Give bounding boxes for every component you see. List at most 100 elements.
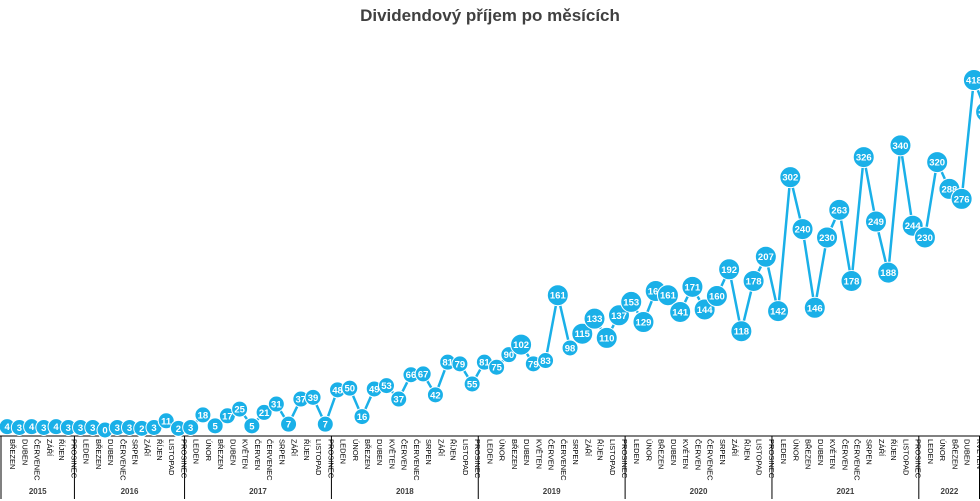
month-tick-label: DUBEN (20, 439, 29, 465)
data-label: 153 (623, 297, 639, 308)
data-label: 142 (770, 307, 786, 318)
data-label: 3 (115, 423, 120, 434)
month-tick-label: ZÁŘÍ (45, 439, 54, 457)
data-point (632, 311, 655, 333)
data-label: 66 (406, 370, 417, 381)
month-tick-label: ZÁŘÍ (436, 439, 445, 457)
month-tick-label: KVĚTEN (828, 439, 837, 469)
data-label: 16 (357, 412, 368, 423)
data-label: 67 (418, 369, 429, 380)
data-point (913, 226, 936, 249)
data-label: 0 (102, 426, 107, 437)
data-label: 11 (161, 416, 172, 427)
data-label: 340 (893, 141, 909, 152)
data-label: 141 (672, 307, 689, 318)
data-point (561, 339, 579, 357)
data-point (950, 187, 973, 210)
month-tick-label: DUBEN (106, 439, 115, 465)
month-tick-label: DUBEN (816, 439, 825, 465)
data-label: 4 (53, 422, 59, 433)
month-tick-label: DUBEN (522, 439, 531, 465)
data-point (182, 418, 200, 436)
data-point (510, 333, 533, 356)
data-point (620, 290, 643, 313)
month-tick-label: ŘÍJEN (596, 439, 605, 461)
data-label: 161 (660, 291, 677, 302)
month-tick-label: BŘEZEN (510, 439, 519, 469)
month-tick-label: ČERVEN (547, 439, 556, 470)
data-label: 240 (795, 225, 811, 236)
data-point (194, 406, 212, 424)
month-tick-label: ČERVENEC (853, 439, 862, 481)
data-label: 4 (4, 422, 10, 433)
data-label: 244 (905, 221, 922, 232)
data-label: 188 (880, 268, 896, 279)
month-tick-label: ČERVENEC (706, 439, 715, 481)
month-tick-label: ŘÍJEN (57, 439, 66, 461)
month-tick-label: ČERVENEC (412, 439, 421, 481)
month-tick-label: SRPEN (718, 439, 727, 465)
month-tick-label: ÚNOR (351, 439, 360, 462)
data-label: 81 (442, 358, 453, 369)
month-tick-label: KVĚTEN (681, 439, 690, 469)
month-tick-label: BŘEZEN (8, 439, 17, 469)
data-point (280, 415, 298, 433)
year-label: 2016 (121, 487, 139, 496)
data-label: 7 (323, 420, 328, 431)
data-label: 171 (684, 282, 701, 293)
data-point (681, 275, 704, 298)
data-label: 81 (479, 358, 490, 369)
month-tick-label: SRPEN (130, 439, 139, 465)
month-tick-label: SRPEN (865, 439, 874, 465)
month-tick-label: BŘEZEN (657, 439, 666, 469)
data-label: 3 (66, 423, 71, 434)
month-tick-label: LEDEN (82, 439, 91, 464)
data-label: 2 (176, 424, 181, 435)
data-point (353, 408, 371, 426)
month-tick-label: ŘÍJEN (742, 439, 751, 461)
data-point (877, 261, 900, 284)
data-label: 3 (17, 423, 22, 434)
data-point (390, 390, 408, 408)
data-point (206, 417, 224, 435)
data-label: 3 (127, 423, 132, 434)
month-tick-label: PROSINEC (914, 439, 923, 479)
data-label: 160 (709, 292, 725, 303)
data-point (316, 415, 334, 433)
month-tick-label: ÚNOR (791, 439, 800, 462)
data-label: 48 (332, 385, 343, 396)
month-tick-label: LEDEN (192, 439, 201, 464)
data-label: 31 (271, 400, 282, 411)
month-tick-label: LEDEN (485, 439, 494, 464)
month-tick-label: ÚNOR (498, 439, 507, 462)
data-label: 110 (599, 333, 614, 344)
month-tick-label: ZÁŘÍ (583, 439, 592, 457)
data-label: 42 (430, 390, 441, 401)
month-tick-label: KVĚTEN (241, 439, 250, 469)
data-point (828, 198, 851, 221)
data-label: 3 (90, 423, 95, 434)
data-label: 39 (308, 393, 319, 404)
data-label: 144 (697, 305, 714, 316)
month-tick-label: LISTOPAD (167, 439, 176, 476)
month-tick-label: DUBEN (228, 439, 237, 465)
data-label: 3 (78, 423, 83, 434)
month-tick-label: SRPEN (571, 439, 580, 465)
data-point (962, 69, 980, 92)
month-tick-label: ČERVENEC (118, 439, 127, 481)
month-tick-label: ČERVENEC (33, 439, 42, 481)
month-tick-label: ČERVENEC (559, 439, 568, 481)
month-tick-label: LISTOPAD (755, 439, 764, 476)
data-label: 2 (139, 424, 144, 435)
data-point (255, 403, 273, 421)
month-tick-label: PROSINEC (620, 439, 629, 479)
data-point (852, 146, 875, 169)
data-point (231, 400, 249, 418)
month-tick-label: ZÁŘÍ (877, 439, 886, 457)
series-line (7, 78, 980, 432)
data-label: 230 (917, 233, 933, 244)
data-label: 115 (575, 329, 591, 340)
month-tick-label: BŘEZEN (363, 439, 372, 469)
data-point (975, 102, 980, 121)
month-tick-label: PROSINEC (473, 439, 482, 479)
